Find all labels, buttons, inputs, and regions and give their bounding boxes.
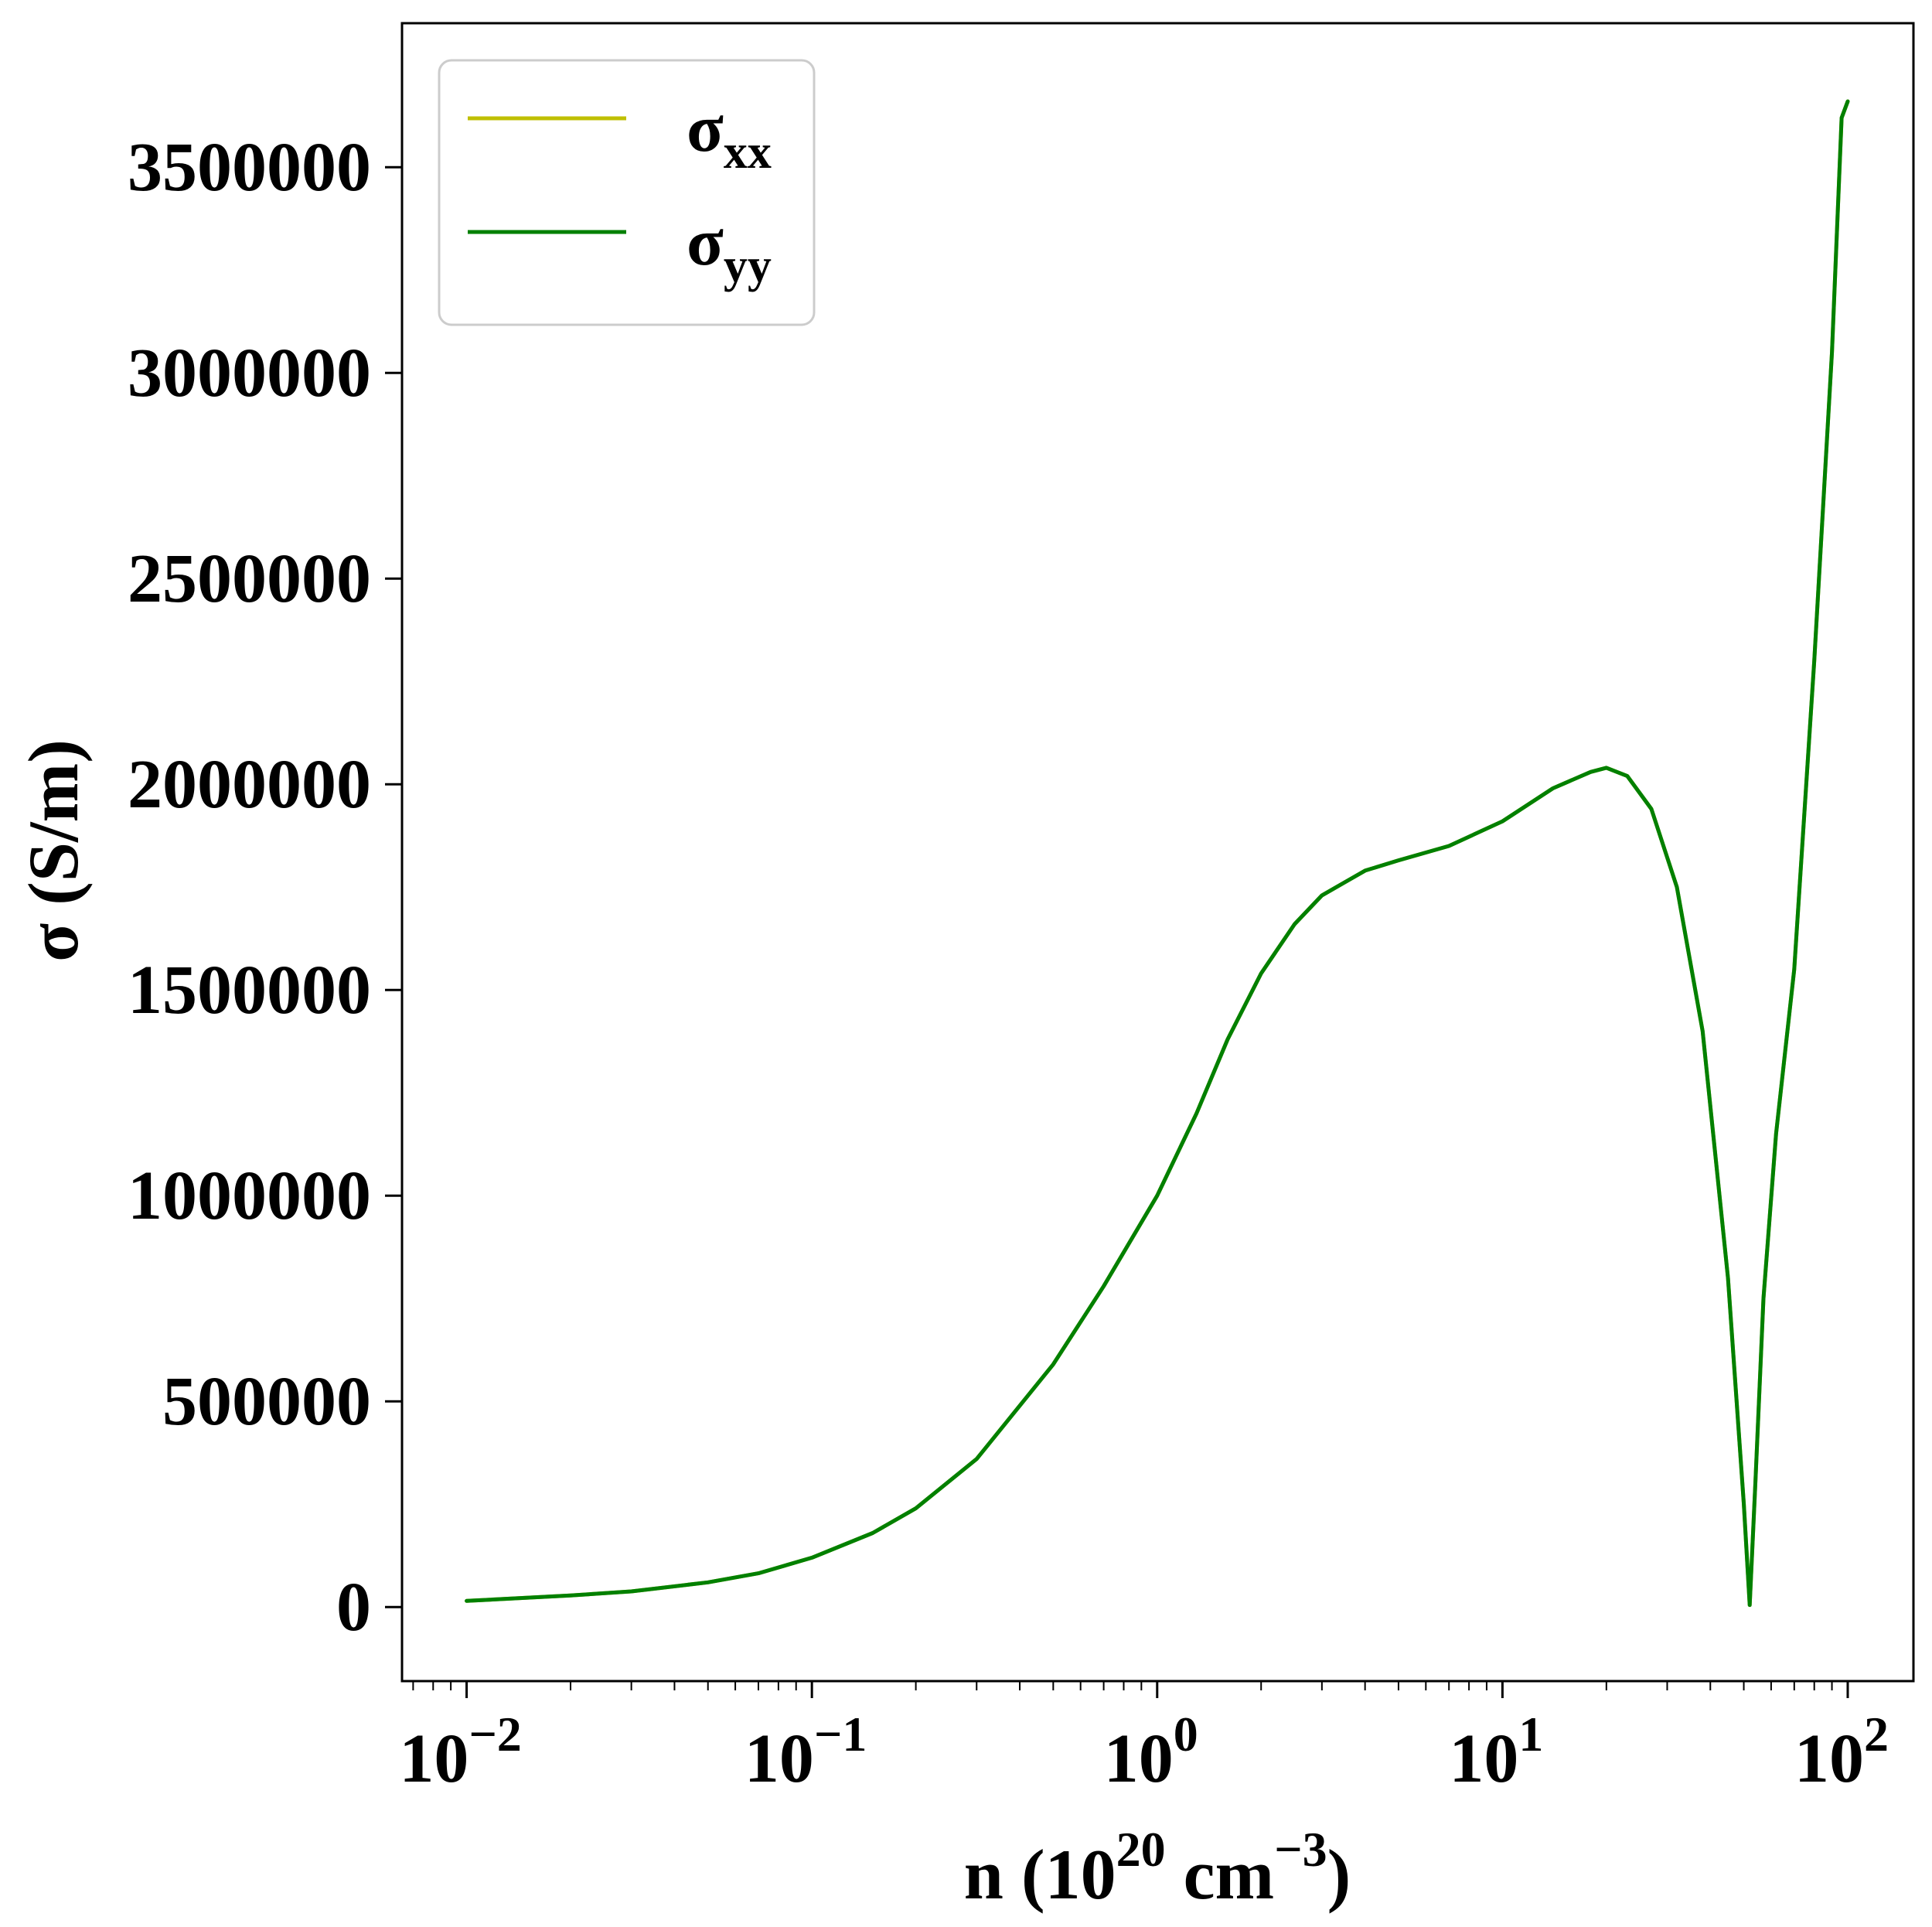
x-tick-label: 10−1 bbox=[745, 1707, 867, 1797]
x-tick-base: 10 bbox=[1794, 1721, 1864, 1797]
x-tick-exponent: 0 bbox=[1174, 1707, 1198, 1762]
x-tick-base: 10 bbox=[1104, 1721, 1174, 1797]
legend: σxx σyy bbox=[438, 59, 816, 326]
x-tick-label: 101 bbox=[1449, 1707, 1543, 1797]
x-axis-title-sup-minus3: −3 bbox=[1274, 1822, 1327, 1877]
y-major-ticks bbox=[385, 165, 402, 1608]
x-tick-label: 102 bbox=[1794, 1707, 1889, 1797]
x-tick-exponent: 1 bbox=[1518, 1707, 1543, 1762]
y-tick-label: 2000000 bbox=[128, 746, 371, 823]
y-tick-label: 3500000 bbox=[128, 129, 371, 206]
legend-sigma-xx-subscript: xx bbox=[724, 126, 772, 179]
x-tick-labels: 10−2 10−1 100 101 102 bbox=[399, 1707, 1889, 1797]
legend-sigma-xx-symbol: σ bbox=[687, 91, 724, 166]
legend-sigma-yy-subscript: yy bbox=[724, 240, 772, 292]
x-axis-title-sup-20: 20 bbox=[1116, 1822, 1166, 1877]
x-tick-label: 100 bbox=[1104, 1707, 1198, 1797]
y-tick-labels: 0 500000 1000000 1500000 2000000 2500000 30000… bbox=[128, 129, 371, 1646]
legend-box bbox=[438, 59, 816, 326]
y-tick-label: 1500000 bbox=[128, 952, 371, 1028]
y-tick-label: 0 bbox=[336, 1569, 371, 1646]
x-axis-title-unit: cm bbox=[1166, 1835, 1274, 1914]
legend-label-sigma-xx: σxx bbox=[687, 91, 772, 179]
legend-sigma-yy-symbol: σ bbox=[687, 205, 724, 280]
x-tick-exponent: −1 bbox=[814, 1707, 867, 1762]
x-tick-label: 10−2 bbox=[399, 1707, 521, 1797]
y-tick-label: 2500000 bbox=[128, 541, 371, 617]
y-tick-label: 3000000 bbox=[128, 335, 371, 411]
series-lines bbox=[465, 99, 1850, 1608]
x-tick-base: 10 bbox=[399, 1721, 469, 1797]
y-axis-title: σ (S/m) bbox=[14, 739, 93, 962]
x-minor-ticks bbox=[412, 1681, 1833, 1690]
y-tick-label: 1000000 bbox=[128, 1158, 371, 1234]
x-axis-title-suffix: ) bbox=[1327, 1835, 1351, 1914]
legend-label-sigma-yy: σyy bbox=[687, 205, 772, 292]
x-tick-base: 10 bbox=[1449, 1721, 1518, 1797]
y-tick-label: 500000 bbox=[162, 1363, 371, 1440]
series-line-sigma-yy bbox=[465, 99, 1850, 1608]
x-axis-title-prefix: n (10 bbox=[964, 1835, 1116, 1914]
x-tick-exponent: −2 bbox=[469, 1707, 521, 1762]
x-major-ticks bbox=[465, 1681, 1849, 1698]
series-line-sigma-xx bbox=[465, 99, 1850, 1608]
x-axis-title: n (1020 cm−3) bbox=[964, 1822, 1351, 1914]
x-tick-exponent: 2 bbox=[1864, 1707, 1889, 1762]
x-tick-base: 10 bbox=[745, 1721, 814, 1797]
